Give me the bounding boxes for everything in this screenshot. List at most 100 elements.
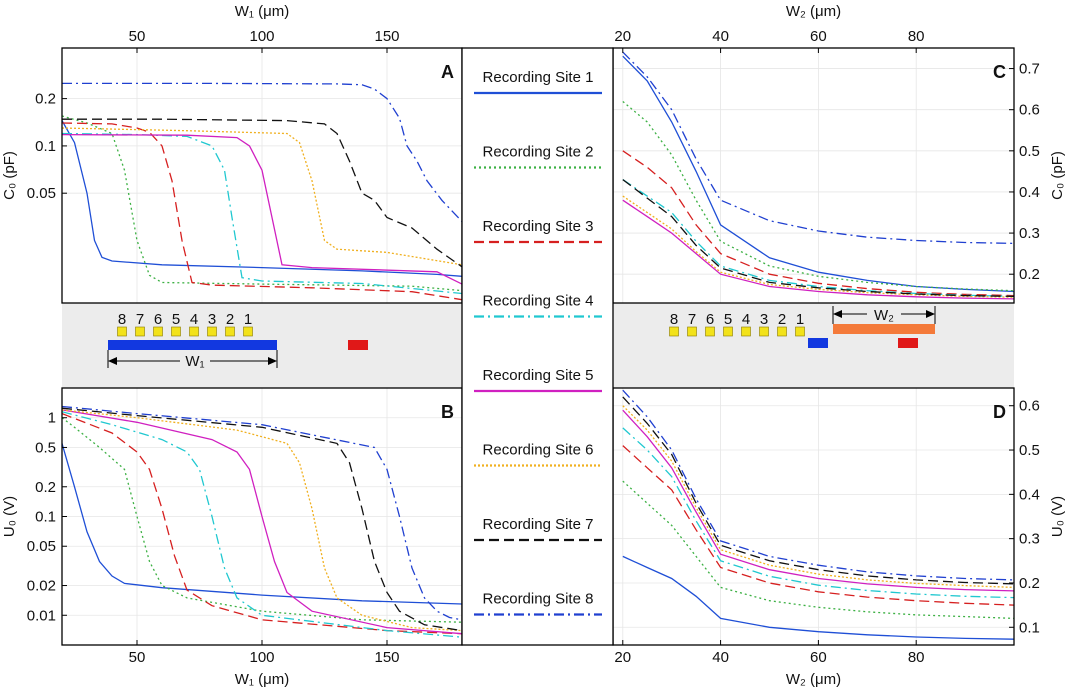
x-tick-label: 80 [908, 649, 925, 666]
electrode-square [135, 326, 145, 337]
legend-label-site-5: Recording Site 5 [483, 367, 594, 384]
y-tick-label: 0.5 [1019, 442, 1040, 459]
y-tick-label: 0.4 [1019, 184, 1040, 201]
x-tick-label: 40 [712, 649, 729, 666]
electrode-square [759, 326, 769, 337]
site-number-label: 6 [706, 311, 714, 328]
series-line-site-5 [622, 199, 1014, 300]
x-tick-label: 20 [614, 649, 631, 666]
arrow-right-icon [268, 357, 277, 365]
series-line-site-2 [62, 115, 462, 292]
red-reference-block [898, 338, 918, 348]
y-tick-label: 0.1 [35, 509, 56, 526]
series-line-site-1 [622, 555, 1014, 640]
site-number-label: 3 [208, 311, 216, 328]
site-number-label: 7 [136, 311, 144, 328]
electrode-square [669, 326, 679, 337]
series-line-site-7 [622, 396, 1014, 585]
legend-label-site-8: Recording Site 8 [483, 591, 594, 608]
series-group [622, 389, 1014, 640]
panel-d: 20 40 60 80 W₂ (μm) 0.1 0.2 0.3 0.4 0.5 0.6 U₀ (V) D [612, 387, 1066, 688]
y-axis-label: C₀ (pF) [1, 151, 18, 200]
dimension-label-w1: W₁ [185, 353, 204, 370]
y-tick-label: 0.2 [35, 91, 56, 108]
electrode-square [189, 326, 199, 337]
y-tick-label: 0.3 [1019, 225, 1040, 242]
y-tick-label: 0.1 [35, 138, 56, 155]
series-line-site-4 [62, 411, 462, 638]
series-line-site-6 [62, 127, 462, 266]
x-tick-label: 60 [810, 28, 827, 45]
series-line-site-4 [622, 427, 1014, 599]
series-line-site-2 [622, 101, 1014, 292]
y-tick-label: 0.4 [1019, 486, 1040, 503]
y-tick-label: 0.5 [35, 439, 56, 456]
site-number-label: 8 [670, 311, 678, 328]
series-line-site-2 [62, 417, 462, 623]
series-line-site-8 [622, 389, 1014, 581]
x-tick-label: 50 [129, 28, 146, 45]
series-group [62, 405, 462, 638]
series-line-site-8 [62, 405, 462, 621]
electrode-square [687, 326, 697, 337]
dimension-label-w2: W₂ [874, 307, 894, 324]
x-tick-label: 100 [249, 28, 274, 45]
series-line-site-3 [622, 150, 1014, 297]
site-number-label: 3 [760, 311, 768, 328]
x-tick-label: 150 [374, 649, 399, 666]
arrow-right-icon [926, 310, 935, 318]
series-line-site-7 [62, 118, 462, 268]
site-number-label: 2 [226, 311, 234, 328]
x-axis-label: W₂ (μm) [786, 671, 841, 688]
panel-letter-d: D [993, 402, 1006, 422]
y-tick-label: 0.1 [1019, 619, 1040, 636]
site-number-label: 1 [796, 311, 804, 328]
orange-insulation-block [833, 324, 935, 334]
series-line-site-7 [62, 407, 462, 632]
arrow-left-icon [108, 357, 117, 365]
series-group [622, 51, 1014, 300]
x-axis-label: W₂ (μm) [786, 3, 841, 20]
x-axis-label: W₁ (μm) [235, 3, 290, 20]
electrode-square [777, 326, 787, 337]
series-line-site-7 [622, 179, 1014, 298]
y-tick-label: 0.2 [1019, 266, 1040, 283]
electrode-square [153, 326, 163, 337]
series-line-site-1 [62, 443, 462, 605]
series-line-site-3 [62, 122, 462, 301]
x-tick-label: 50 [129, 649, 146, 666]
series-line-site-6 [622, 405, 1014, 589]
red-reference-block [348, 340, 368, 350]
electrode-square [795, 326, 805, 337]
x-tick-label: 100 [249, 649, 274, 666]
panel-letter-b: B [441, 402, 454, 422]
series-line-site-3 [622, 445, 1014, 606]
y-axis-label: U₀ (V) [1, 496, 18, 537]
site-number-label: 2 [778, 311, 786, 328]
series-line-site-2 [622, 480, 1014, 620]
series-line-site-5 [62, 409, 462, 635]
arrow-left-icon [833, 310, 842, 318]
dimension-label-bg [180, 350, 210, 370]
y-tick-label: 0.2 [35, 479, 56, 496]
site-number-label: 7 [688, 311, 696, 328]
series-line-site-5 [622, 409, 1014, 592]
x-axis-label: W₁ (μm) [235, 671, 290, 688]
x-tick-label: 60 [810, 649, 827, 666]
site-number-label: 4 [742, 311, 750, 328]
schematic-right: 8 7 6 5 4 3 2 1 W₂ [613, 303, 1014, 388]
site-number-label: 5 [172, 311, 180, 328]
electrode-square [225, 326, 235, 337]
legend-label-site-6: Recording Site 6 [483, 442, 594, 459]
legend-label-site-3: Recording Site 3 [483, 218, 594, 235]
panel-letter-a: A [441, 62, 454, 82]
x-tick-label: 20 [614, 28, 631, 45]
panel-b: 50 100 150 W₁ (μm) 0.01 0.02 0.05 0.1 0.2 0.5 1 U₀ … [1, 387, 463, 688]
series-line-site-3 [62, 412, 462, 635]
series-line-site-1 [62, 120, 462, 277]
electrode-square [741, 326, 751, 337]
y-tick-label: 1 [48, 410, 56, 427]
legend-frame [461, 47, 614, 646]
panel-a: 50 100 150 W₁ (μm) 0.05 0.1 0.2 C₀ (pF) A [1, 3, 463, 304]
